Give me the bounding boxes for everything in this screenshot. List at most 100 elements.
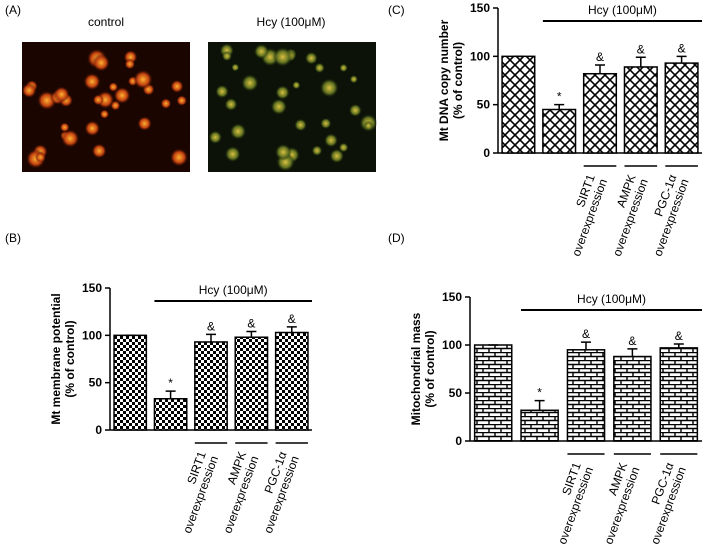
cell: [113, 86, 131, 104]
cell: [21, 82, 37, 98]
bar: [582, 72, 618, 154]
significance-marker: &: [288, 312, 296, 326]
y-tick-label: 100: [82, 328, 102, 342]
cell: [324, 133, 339, 148]
significance-marker: &: [678, 41, 686, 55]
bar: [473, 344, 513, 442]
cell: [83, 72, 101, 91]
error-bar: [673, 343, 684, 348]
bracket-label: Hcy (100μM): [577, 292, 646, 306]
y-axis-label: (% of control): [423, 330, 437, 407]
significance-marker: *: [557, 90, 562, 104]
cell: [176, 95, 188, 106]
cell: [91, 143, 107, 159]
y-axis-label: Mt DNA copy number: [437, 19, 451, 141]
cell: [311, 145, 323, 156]
cell: [270, 98, 288, 115]
bar: [153, 398, 188, 431]
error-bar: [206, 333, 216, 342]
bar: [113, 334, 148, 431]
cell: [224, 97, 238, 111]
y-tick-label: 150: [470, 1, 490, 15]
y-axis-label: Mitochondrial mass: [409, 312, 423, 425]
cell: [348, 103, 362, 117]
cell: [215, 84, 229, 99]
error-bar: [627, 348, 638, 357]
significance-marker: &: [675, 329, 683, 343]
error-bar: [246, 330, 257, 338]
significance-marker: &: [596, 50, 604, 64]
y-tick-label: 150: [82, 281, 102, 295]
y-tick-label: 100: [470, 49, 490, 63]
bracket-label: Hcy (100μM): [588, 3, 657, 17]
cell: [241, 74, 259, 92]
y-axis-label: (% of control): [451, 42, 465, 119]
cell: [274, 143, 292, 161]
panel-label: (D): [388, 231, 405, 245]
cell: [229, 123, 247, 140]
cell: [224, 146, 241, 163]
cell: [320, 117, 332, 130]
y-tick-label: 0: [483, 146, 490, 160]
error-bar: [534, 399, 545, 411]
error-bar: [676, 55, 687, 64]
significance-marker: &: [628, 334, 636, 348]
cell: [314, 62, 325, 74]
panel-label: (B): [5, 231, 21, 245]
y-axis-label: (% of control): [63, 320, 77, 397]
cell: [160, 98, 172, 109]
y-tick-label: 0: [95, 423, 102, 437]
cell: [169, 148, 189, 167]
cell: [208, 130, 223, 144]
cell: [319, 78, 339, 98]
cell: [84, 120, 101, 137]
cell: [221, 50, 233, 62]
y-tick-label: 50: [449, 386, 463, 400]
bar: [664, 62, 699, 154]
cell: [349, 75, 358, 84]
panel-label: (A): [5, 3, 21, 17]
cell: [272, 47, 293, 67]
y-tick-label: 100: [442, 338, 462, 352]
panel-label: (C): [388, 3, 405, 17]
image-label: Hcy (100μM): [257, 15, 326, 29]
y-tick-label: 50: [89, 376, 103, 390]
y-tick-label: 50: [477, 98, 491, 112]
bar: [274, 331, 309, 431]
significance-marker: &: [582, 327, 590, 341]
bar: [613, 355, 652, 442]
cell: [363, 120, 374, 131]
bar: [566, 349, 606, 442]
bar: [194, 341, 228, 431]
y-tick-label: 0: [455, 434, 462, 448]
bar: [501, 55, 536, 154]
error-bar: [286, 326, 297, 333]
cell: [339, 63, 348, 73]
cell: [294, 118, 307, 132]
cell: [137, 116, 152, 131]
cell: [99, 109, 110, 119]
y-tick-label: 150: [442, 290, 462, 304]
error-bar: [165, 390, 176, 399]
error-bar: [635, 56, 646, 67]
cell: [92, 54, 110, 72]
significance-marker: &: [247, 317, 255, 331]
bar: [542, 108, 577, 154]
cell: [124, 58, 136, 70]
cell: [53, 86, 70, 103]
cell: [61, 129, 80, 148]
bar: [520, 409, 559, 442]
image-label: control: [88, 15, 124, 29]
cell: [34, 151, 46, 163]
cell: [231, 63, 240, 72]
cell: [275, 85, 290, 100]
error-bar: [581, 341, 591, 350]
cell: [329, 148, 345, 164]
bar: [234, 336, 269, 431]
cell: [292, 81, 301, 90]
bar: [659, 347, 699, 442]
cell: [108, 82, 119, 92]
cell: [92, 94, 104, 106]
significance-marker: &: [637, 42, 645, 56]
